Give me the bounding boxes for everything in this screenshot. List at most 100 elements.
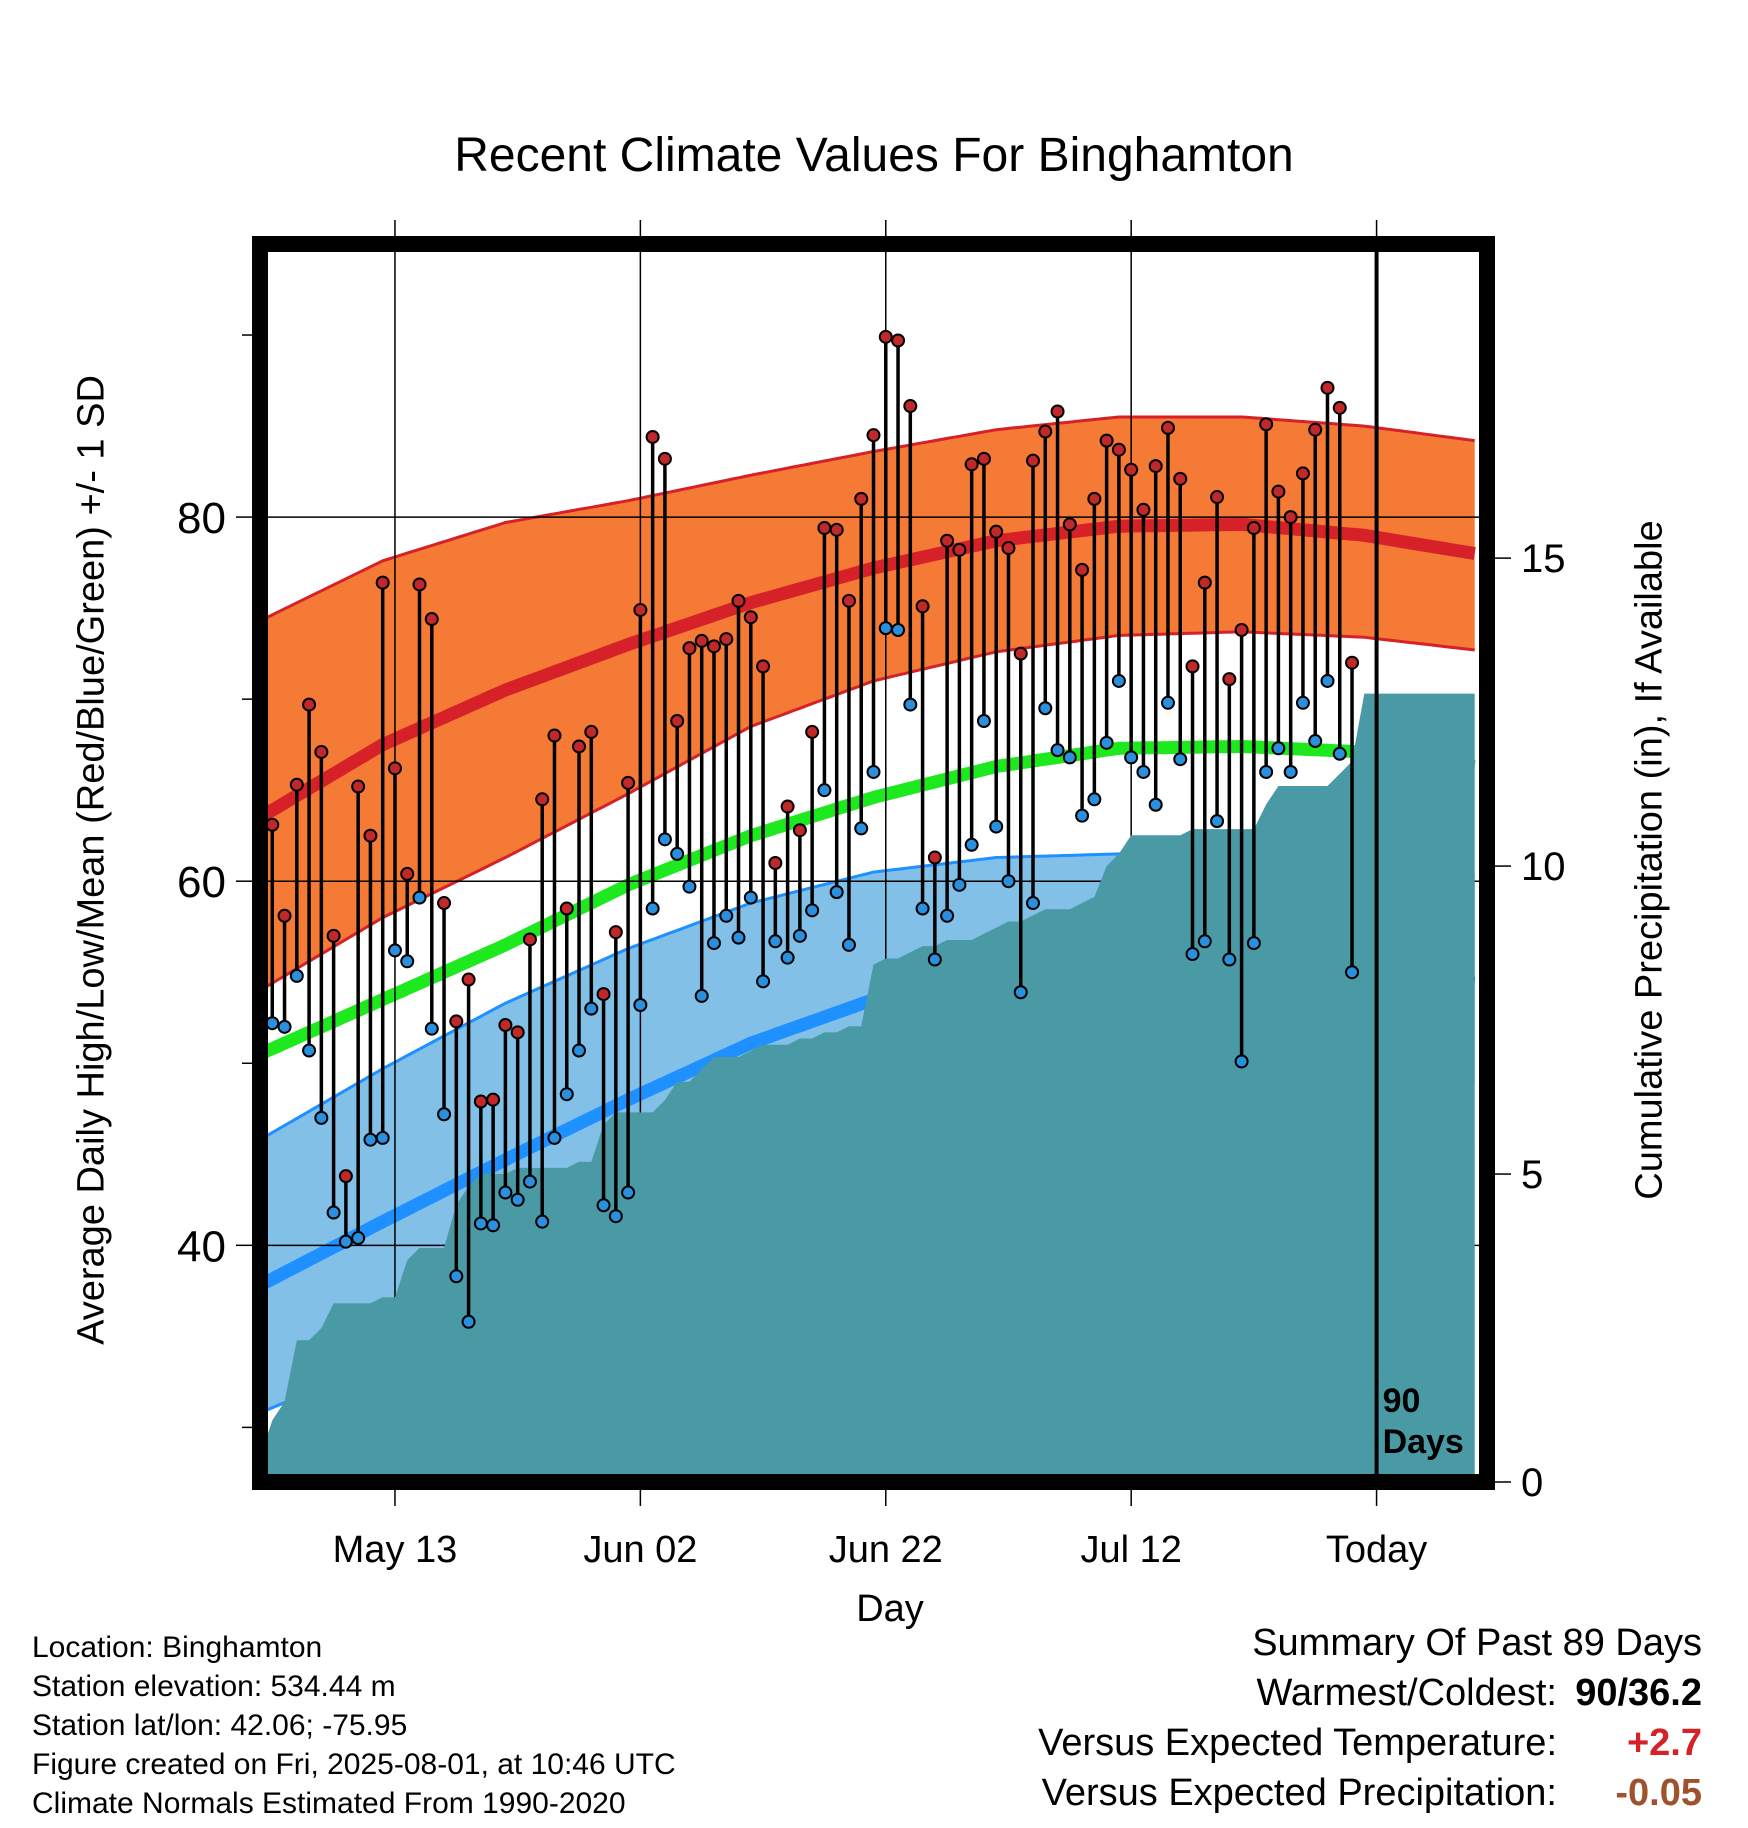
daily-low-point [424, 1021, 439, 1036]
daily-low-point [927, 952, 942, 967]
daily-low-point [277, 1019, 292, 1034]
daily-low-point [1234, 1054, 1249, 1069]
daily-high-point [1197, 575, 1212, 590]
info-created: Figure created on Fri, 2025-08-01, at 10… [32, 1748, 676, 1781]
daily-high-point [1160, 420, 1175, 435]
y-right-tick-label: 10 [1521, 845, 1566, 889]
daily-high-point [461, 972, 476, 987]
daily-low-point [535, 1214, 550, 1229]
high-sd-band [260, 417, 1475, 991]
daily-high-point [866, 428, 881, 443]
daily-low-point [1099, 735, 1114, 750]
daily-high-point [449, 1014, 464, 1029]
daily-low-point [437, 1107, 452, 1122]
daily-low-point [510, 1192, 525, 1207]
daily-low-point [940, 908, 955, 923]
y-left-tick-label: 60 [177, 858, 226, 907]
daily-high-point [682, 641, 697, 656]
daily-low-point [387, 943, 402, 958]
daily-low-point [1148, 797, 1163, 812]
daily-low-point [694, 988, 709, 1003]
daily-high-point [976, 451, 991, 466]
y-axis-right-label: Cumulative Precipitation (in), If Availa… [1628, 520, 1671, 1200]
x-tick-label: Jul 12 [1080, 1529, 1181, 1571]
daily-low-point [1160, 695, 1175, 710]
daily-high-point [486, 1092, 501, 1107]
daily-low-point [1075, 808, 1090, 823]
daily-low-point [878, 621, 893, 636]
daily-high-point [1124, 462, 1139, 477]
daily-high-point [596, 987, 611, 1002]
daily-low-point [338, 1234, 353, 1249]
cumulative-precip-area [260, 693, 1475, 1482]
daily-low-point [412, 890, 427, 905]
daily-high-point [1320, 380, 1335, 395]
daily-high-point [326, 928, 341, 943]
daily-high-point [289, 777, 304, 792]
daily-low-point [1222, 952, 1237, 967]
daily-high-point [1099, 433, 1114, 448]
daily-high-point [1013, 646, 1028, 661]
daily-low-point [1136, 764, 1151, 779]
daily-high-point [1234, 622, 1249, 637]
daily-low-point [449, 1269, 464, 1284]
daily-low-point [1271, 741, 1286, 756]
daily-high-point [694, 633, 709, 648]
daily-low-point [363, 1132, 378, 1147]
daily-high-point [1062, 517, 1077, 532]
x-tick-label: Jun 22 [829, 1529, 943, 1571]
daily-high-point [657, 451, 672, 466]
daily-low-point [1111, 673, 1126, 688]
daily-low-point [1320, 673, 1335, 688]
daily-low-point [829, 885, 844, 900]
daily-low-point [621, 1185, 636, 1200]
info-latlon: Station lat/lon: 42.06; -75.95 [32, 1709, 408, 1742]
daily-low-point [891, 622, 906, 637]
daily-high-point [927, 850, 942, 865]
daily-low-point [461, 1314, 476, 1329]
daily-low-point [473, 1216, 488, 1231]
daily-high-point [351, 779, 366, 794]
daily-low-point [547, 1130, 562, 1145]
daily-high-point [1308, 422, 1323, 437]
daily-low-point [1246, 936, 1261, 951]
daily-low-point [1026, 896, 1041, 911]
daily-high-point [1038, 424, 1053, 439]
daily-low-point [633, 998, 648, 1013]
daily-high-point [792, 823, 807, 838]
daily-high-point [731, 593, 746, 608]
daily-high-point [363, 828, 378, 843]
info-location: Location: Binghamton [32, 1631, 323, 1664]
daily-high-point [547, 728, 562, 743]
daily-high-point [1087, 491, 1102, 506]
daily-high-point [989, 524, 1004, 539]
daily-low-point [1087, 792, 1102, 807]
daily-low-point [608, 1209, 623, 1224]
daily-high-point [1259, 417, 1274, 432]
daily-low-point [1197, 934, 1212, 949]
daily-high-point [719, 632, 734, 647]
daily-low-point [1124, 750, 1139, 765]
daily-low-point [854, 821, 869, 836]
station-info: Location: Binghamton Station elevation: … [32, 1628, 676, 1823]
daily-high-point [964, 457, 979, 472]
y-right-tick-label: 0 [1521, 1461, 1543, 1505]
daily-low-point [351, 1231, 366, 1246]
daily-high-point [841, 593, 856, 608]
daily-low-point [1295, 695, 1310, 710]
daily-high-point [314, 744, 329, 759]
daily-low-point [522, 1174, 537, 1189]
daily-low-point [1001, 874, 1016, 889]
daily-low-point [952, 877, 967, 892]
daily-low-point [657, 832, 672, 847]
chart-title: Recent Climate Values For Binghamton [454, 129, 1294, 182]
daily-low-point [903, 697, 918, 712]
daily-low-point [976, 713, 991, 728]
x-tick-label: May 13 [333, 1529, 458, 1571]
daily-low-point [1308, 734, 1323, 749]
daily-high-point [498, 1018, 513, 1033]
y-right-tick-label: 5 [1521, 1153, 1543, 1197]
plot-frame [252, 236, 1495, 1490]
daily-low-point [265, 1016, 280, 1031]
daily-high-point [891, 333, 906, 348]
